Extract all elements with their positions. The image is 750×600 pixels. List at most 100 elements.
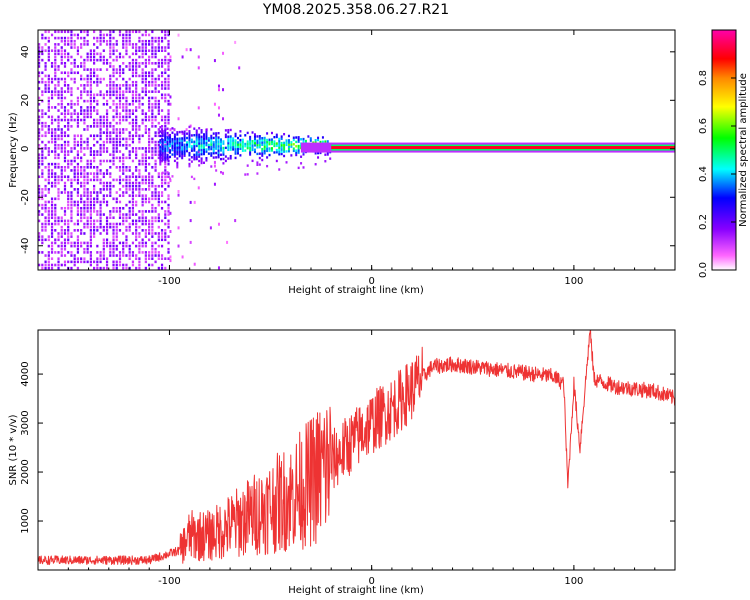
heatmap-cell-407: [63, 109, 67, 112]
heatmap-cell-1669: [151, 254, 154, 257]
heatmap-cell-1961: [167, 33, 170, 37]
heatmap-cell-1209: [118, 112, 122, 116]
heatmap-cell-2383: [241, 145, 244, 148]
heatmap-cell-1812: [157, 49, 160, 52]
heatmap-cell-1618: [144, 30, 147, 34]
heatmap-cell-245: [54, 166, 57, 169]
heatmap-cell-2189: [193, 153, 196, 157]
heatmap-cell-48: [41, 241, 44, 245]
heatmap-cell-280: [57, 260, 60, 264]
heatmap-cell-2545: [297, 147, 300, 150]
heatmap-cell-1010: [105, 131, 109, 134]
heatmap-cell-1724: [154, 260, 157, 264]
heatmap-cell-825: [93, 153, 96, 156]
heatmap-cell-1290: [125, 184, 128, 188]
heatmap-cell-919: [99, 147, 102, 150]
heatmap-cell-2505: [280, 141, 283, 145]
heatmap-cell-2401: [249, 148, 252, 152]
heatmap-cell-1600: [144, 112, 147, 116]
heatmap-cell-305: [57, 128, 60, 131]
heatmap-cell-2388: [244, 149, 247, 152]
heatmap-cell-1814: [157, 43, 160, 46]
heatmap-cell-888: [96, 58, 99, 62]
heatmap-cell-2465: [266, 138, 269, 142]
heatmap-cell-470: [67, 30, 70, 34]
heatmap-cell-929: [99, 93, 102, 97]
heatmap-cell-559: [76, 257, 80, 260]
heatmap-cell-430: [67, 235, 70, 238]
heatmap-cell-2130: [178, 141, 181, 145]
heatmap-cell-1903: [164, 77, 167, 81]
heatmap-cell-1665: [148, 39, 151, 43]
heatmap-cell-1952: [167, 74, 170, 78]
heatmap-cell-561: [76, 247, 80, 251]
heatmap-cell-1219: [118, 71, 122, 75]
heatmap-cell-1236: [122, 219, 125, 223]
heatmap-cell-1525: [141, 222, 144, 226]
heatmap-cell-2099: [173, 155, 176, 158]
heatmap-cell-370: [60, 36, 63, 40]
heatmap-cell-1231: [122, 247, 125, 251]
heatmap-cell-1416: [131, 62, 135, 65]
heatmap-cell-999: [105, 188, 109, 191]
heatmap-cell-2024: [159, 158, 162, 162]
heatmap-cell-346: [60, 147, 63, 150]
heatmap-cell-1801: [157, 109, 160, 112]
heatmap-cell-782: [89, 115, 92, 119]
heatmap-cell-2410: [251, 146, 254, 149]
heatmap-cell-1700: [151, 118, 154, 122]
heatmap-cell-1706: [151, 96, 154, 100]
heatmap-cell-1504: [138, 125, 141, 128]
heatmap-cell-570: [76, 210, 80, 213]
heatmap-cell-2472: [268, 138, 271, 141]
heatmap-cell-312: [57, 96, 60, 100]
heatmap-cell-954: [102, 200, 105, 204]
heatmap-cell-2085: [169, 138, 172, 141]
heatmap-cell-1253: [122, 131, 125, 134]
heatmap-cell-1953: [167, 68, 170, 71]
heatmap-cell-1765: [154, 52, 157, 56]
heatmap-cell-590: [76, 125, 80, 128]
heatmap-cell-1975: [177, 244, 180, 248]
heatmap-cell-2015: [222, 117, 225, 121]
heatmap-cell-2082: [169, 144, 172, 148]
heatmap-cell-2218: [198, 137, 201, 141]
heatmap-cell-460: [67, 87, 70, 90]
heatmap-cell-874: [96, 134, 99, 138]
heatmap-cell-542: [73, 118, 76, 122]
heatmap-cell-937: [99, 43, 102, 46]
heatmap-cell-692: [83, 62, 86, 65]
heatmap-cell-1562: [141, 43, 144, 46]
heatmap-cell-2122: [176, 133, 179, 136]
heatmap-cell-972: [102, 102, 105, 106]
heatmap-cell-1034: [109, 225, 112, 229]
heatmap-cell-1856: [160, 80, 164, 84]
heatmap-cell-1454: [135, 115, 138, 119]
heatmap-cell-2374: [239, 147, 242, 150]
heatmap-cell-2492: [278, 153, 281, 156]
heatmap-cell-2063: [164, 129, 167, 133]
heatmap-cell-1005: [105, 150, 109, 153]
heatmap-cell-2126: [178, 150, 181, 153]
heatmap-cell-452: [67, 128, 70, 131]
heatmap-cell-852: [96, 263, 99, 267]
heatmap-cell-1439: [135, 181, 138, 185]
heatmap-cell-1257: [122, 109, 125, 112]
heatmap-cell-1655: [148, 90, 151, 93]
heatmap-cell-797: [89, 68, 92, 71]
heatmap-cell-1036: [109, 216, 112, 220]
heatmap-cell-348: [60, 137, 63, 141]
heatmap-cell-1265: [122, 71, 125, 75]
heatmap-cell-750: [89, 260, 92, 264]
heatmap-cell-820: [93, 175, 96, 179]
heatmap-cell-1977: [177, 193, 180, 197]
heatmap-cell-75: [41, 115, 44, 119]
heatmap-cell-2539: [295, 145, 298, 148]
heatmap-cell-53: [41, 222, 44, 226]
heatmap-cell-367: [60, 49, 63, 52]
y-tick-label: 40: [20, 45, 31, 58]
heatmap-cell-540: [73, 137, 76, 141]
heatmap-cell-1741: [154, 162, 157, 166]
heatmap-cell-276: [54, 30, 57, 34]
heatmap-cell-2476: [270, 140, 273, 143]
